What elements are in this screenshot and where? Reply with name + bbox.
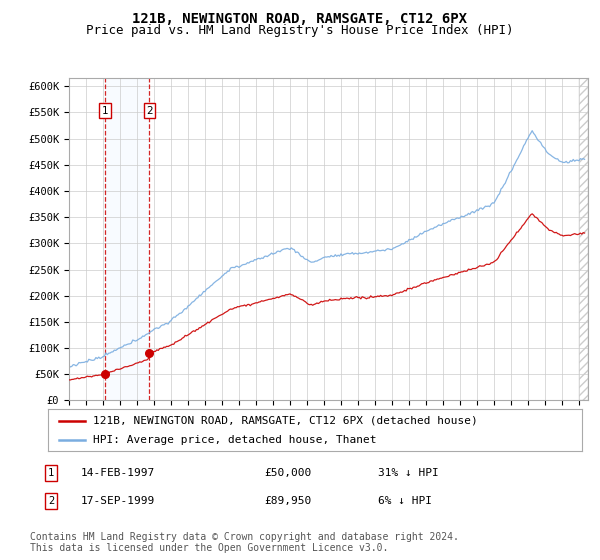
Text: £89,950: £89,950 — [264, 496, 311, 506]
Text: 2: 2 — [48, 496, 54, 506]
Text: HPI: Average price, detached house, Thanet: HPI: Average price, detached house, Than… — [94, 435, 377, 445]
Text: 1: 1 — [48, 468, 54, 478]
Text: 1: 1 — [102, 106, 109, 115]
Text: 121B, NEWINGTON ROAD, RAMSGATE, CT12 6PX: 121B, NEWINGTON ROAD, RAMSGATE, CT12 6PX — [133, 12, 467, 26]
Text: 31% ↓ HPI: 31% ↓ HPI — [378, 468, 439, 478]
Text: Price paid vs. HM Land Registry's House Price Index (HPI): Price paid vs. HM Land Registry's House … — [86, 24, 514, 36]
Text: £50,000: £50,000 — [264, 468, 311, 478]
Text: 2: 2 — [146, 106, 152, 115]
Text: 14-FEB-1997: 14-FEB-1997 — [81, 468, 155, 478]
Bar — [105, 78, 149, 400]
Text: Contains HM Land Registry data © Crown copyright and database right 2024.
This d: Contains HM Land Registry data © Crown c… — [30, 531, 459, 553]
Text: 6% ↓ HPI: 6% ↓ HPI — [378, 496, 432, 506]
Text: 17-SEP-1999: 17-SEP-1999 — [81, 496, 155, 506]
Text: 121B, NEWINGTON ROAD, RAMSGATE, CT12 6PX (detached house): 121B, NEWINGTON ROAD, RAMSGATE, CT12 6PX… — [94, 416, 478, 426]
